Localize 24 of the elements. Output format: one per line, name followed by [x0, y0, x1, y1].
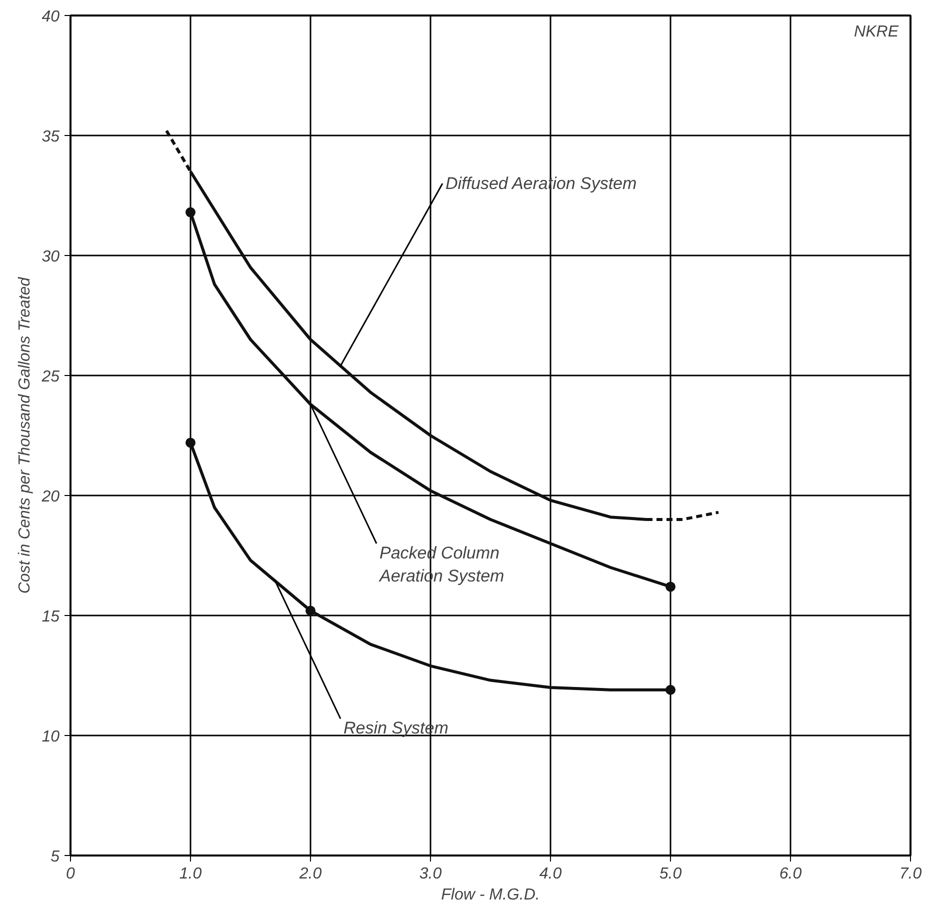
y-tick-label: 40	[42, 8, 60, 26]
x-tick-label: 1.0	[179, 866, 202, 882]
y-tick-label: 5	[50, 848, 60, 866]
point	[186, 207, 196, 218]
point	[186, 438, 196, 448]
x-tick-label: 2.0	[298, 866, 322, 882]
x-tick-label: 7.0	[899, 866, 922, 882]
x-tick-label: 5.0	[659, 866, 682, 882]
y-tick-label: 10	[42, 728, 60, 746]
x-tick-label: 4.0	[539, 866, 562, 882]
y-tick-label: 25	[40, 368, 60, 386]
point	[666, 582, 676, 592]
y-tick-label: 20	[40, 488, 60, 506]
x-tick-label: 6.0	[779, 866, 802, 882]
x-tick-label: 0	[66, 866, 76, 882]
y-tick-label: 15	[42, 608, 60, 626]
x-tick-label: 3.0	[419, 866, 442, 882]
point	[666, 684, 676, 695]
point	[306, 606, 316, 616]
y-axis-title: Cost in Cents per Thousand Gallons Treated	[16, 276, 34, 594]
annotation: NKRE	[854, 24, 899, 40]
x-axis-title: Flow - M.G.D.	[441, 886, 540, 904]
y-tick-label: 30	[42, 248, 60, 266]
y-tick-label: 35	[42, 128, 60, 146]
